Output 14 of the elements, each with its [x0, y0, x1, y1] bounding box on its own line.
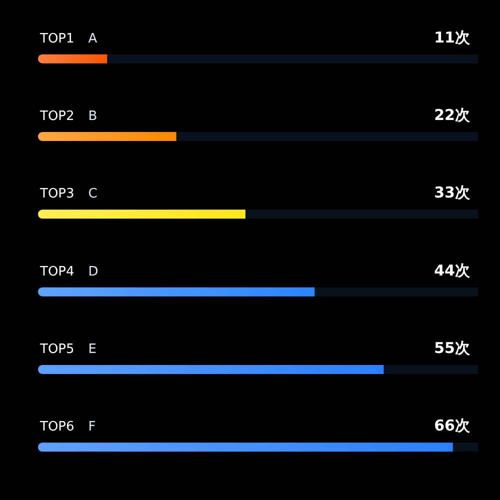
y-tick-label: TOP5 E — [39, 342, 96, 357]
y-tick-label: TOP2 B — [39, 109, 98, 124]
data-label: 55次 — [434, 339, 471, 357]
data-label: 22次 — [434, 106, 471, 124]
data-label: 44次 — [434, 261, 471, 280]
data-label: 66次 — [434, 416, 471, 435]
bar — [38, 132, 176, 141]
data-label: 33次 — [434, 184, 471, 202]
y-tick-label: TOP6 F — [39, 420, 96, 435]
y-tick-label: TOP1 A — [39, 31, 98, 46]
data-label: 11次 — [434, 28, 471, 46]
bar — [38, 54, 108, 64]
y-tick-label: TOP3 C — [39, 186, 98, 202]
y-tick-label: TOP4 D — [39, 264, 98, 280]
